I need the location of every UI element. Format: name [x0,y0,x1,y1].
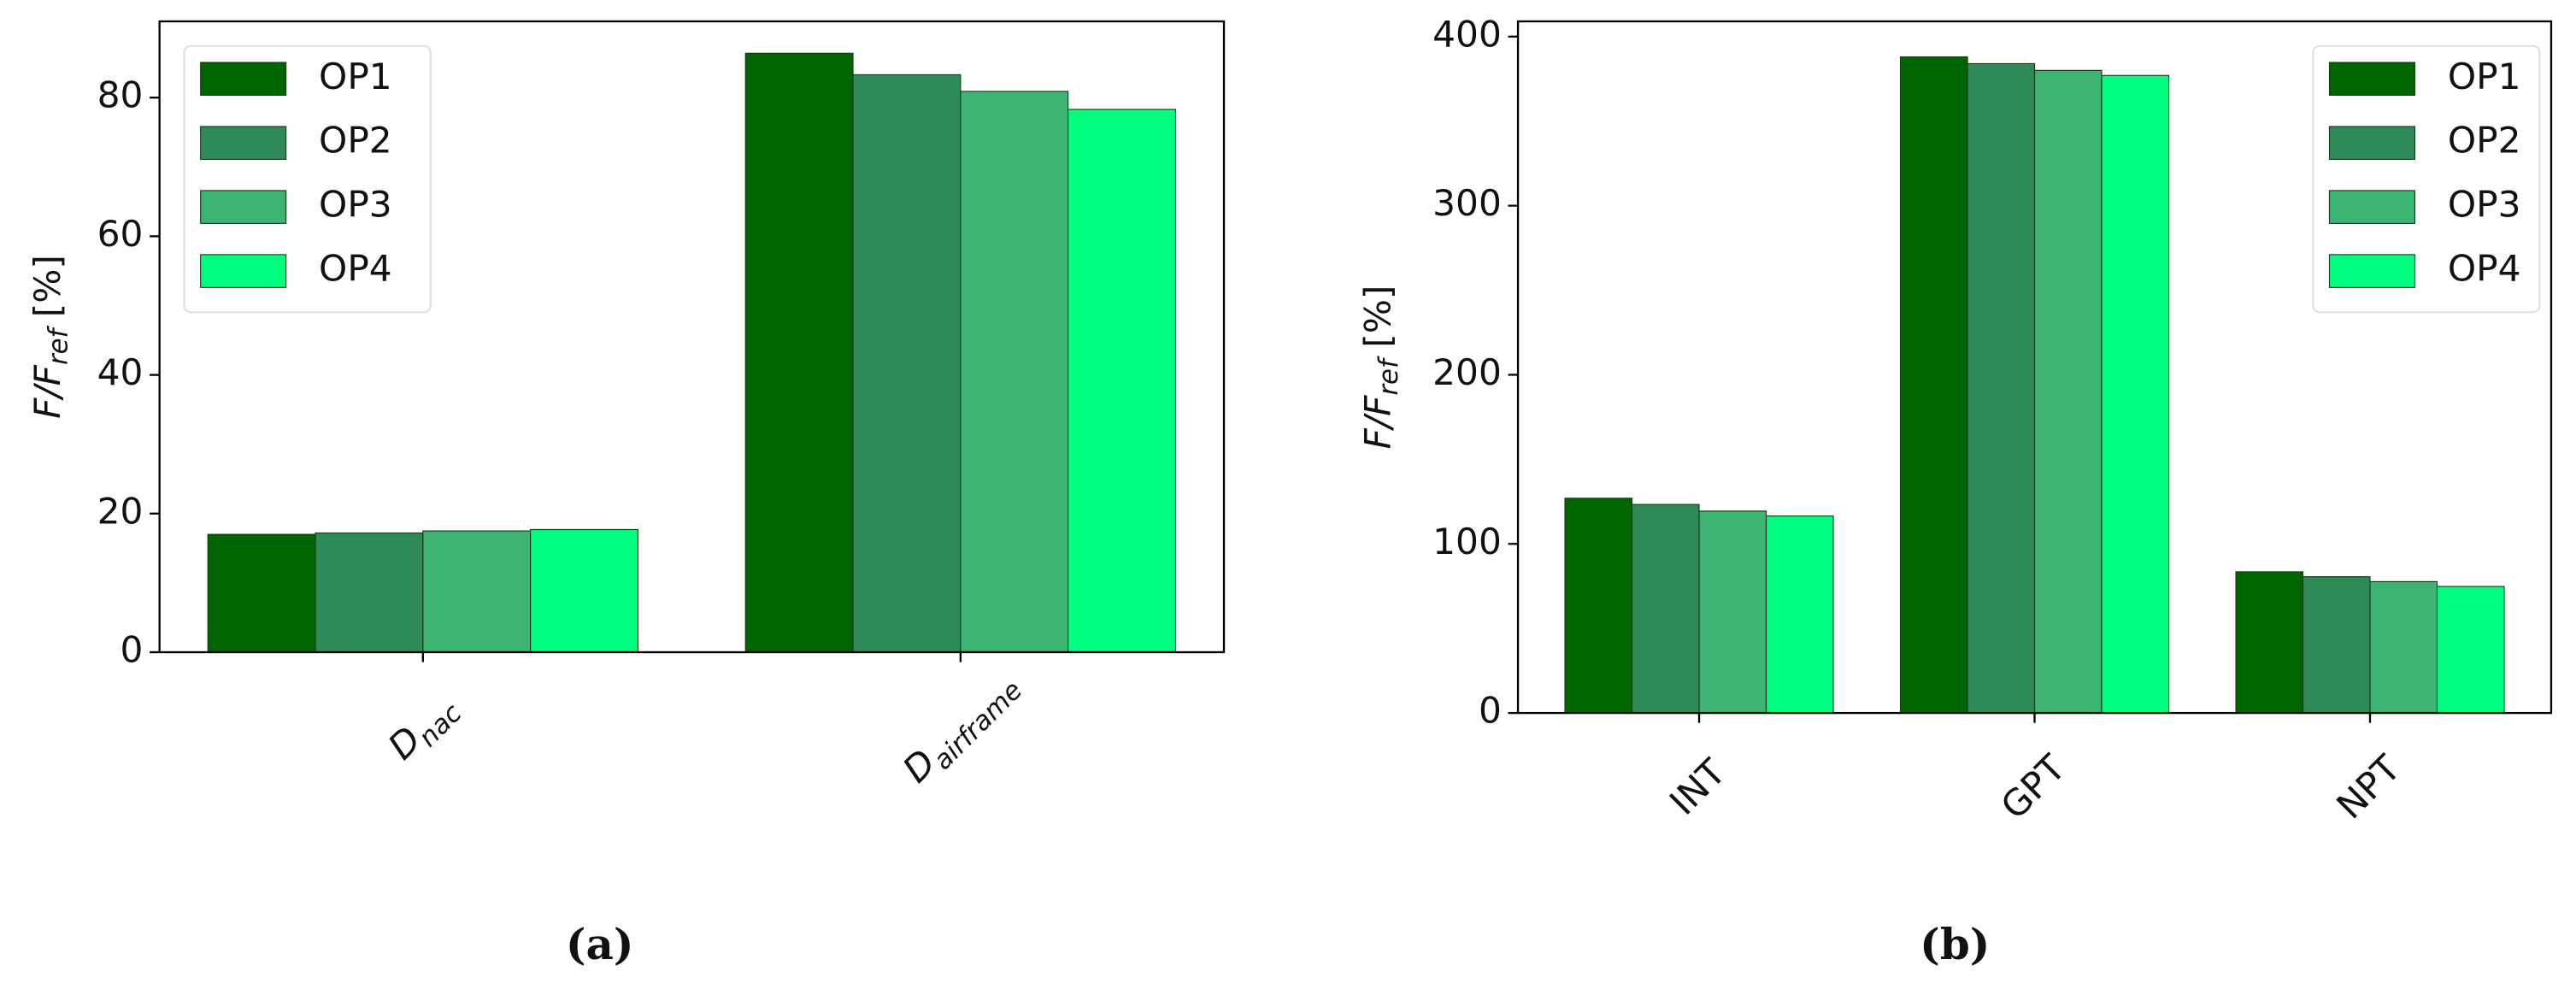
legend-label: OP3 [2448,184,2521,226]
x-tick-label: Dnac [379,685,468,773]
legend-swatch [200,190,287,224]
legend-label: OP4 [319,248,392,290]
legend-label: OP4 [2448,248,2521,290]
bar [2302,576,2371,714]
y-axis-label: F/Fref [%] [1356,286,1404,450]
y-label-text: [%] [1356,286,1398,360]
y-tick-label: 80 [97,74,144,116]
bar [960,91,1069,653]
y-tick-label: 20 [97,490,144,532]
legend-frame [183,44,432,314]
legend-swatch [2328,126,2416,161]
bar [1765,515,1834,714]
x-tick-text: NPT [2328,747,2408,827]
x-tick-label: INT [1661,751,1733,822]
y-tick-label: 40 [97,351,144,393]
legend-swatch [2328,190,2416,224]
y-label-text: F/F [26,364,68,419]
x-tick-text: GPT [1992,746,2073,827]
legend-swatch [2328,254,2416,288]
y-tick-label: 100 [1432,521,1502,562]
bar [2033,69,2103,714]
legend-label: OP2 [2448,120,2521,162]
y-tick-label: 0 [121,629,144,671]
y-tick-label: 60 [97,213,144,255]
bar [422,530,532,653]
y-label-subscript: ref [1373,356,1404,396]
bar [530,528,639,653]
x-tick-label: Dairframe [894,662,1027,795]
bar [1967,62,2036,714]
legend-label: OP2 [319,120,392,162]
legend-swatch [200,126,287,161]
y-tick-label: 300 [1432,182,1502,224]
y-tick-label: 400 [1432,13,1502,55]
bar [1067,109,1177,653]
panel-label: (a) [566,919,634,969]
bar [1899,56,1968,714]
legend-swatch [200,254,287,288]
bar [2101,74,2170,714]
bar [2436,586,2505,714]
y-label-subscript: ref [43,325,74,365]
bar [2369,580,2438,714]
y-label-text: [%] [26,255,68,329]
bar [1564,497,1633,714]
x-tick-text: INT [1661,751,1733,822]
x-tick-label: GPT [1992,746,2073,827]
axes-frame [158,20,1226,654]
x-tick-label: NPT [2328,747,2408,827]
bar [2235,571,2304,714]
bar [744,52,854,653]
y-axis-label: F/Fref [%] [26,255,74,419]
y-label-text: F/F [1356,395,1398,450]
legend-label: OP3 [319,184,392,226]
legend-swatch [200,62,287,97]
legend-label: OP1 [319,56,392,97]
bar [852,74,962,653]
y-tick-label: 0 [1479,690,1502,732]
bar [1631,503,1700,714]
y-tick-label: 200 [1432,351,1502,393]
legend-frame [2312,44,2541,314]
bar [315,532,424,653]
bar [1698,510,1767,714]
x-tick-subscript: airframe [927,674,1028,775]
legend-label: OP1 [2448,56,2521,97]
bar [207,533,316,653]
legend-swatch [2328,62,2416,97]
panel-label: (b) [1920,919,1990,969]
